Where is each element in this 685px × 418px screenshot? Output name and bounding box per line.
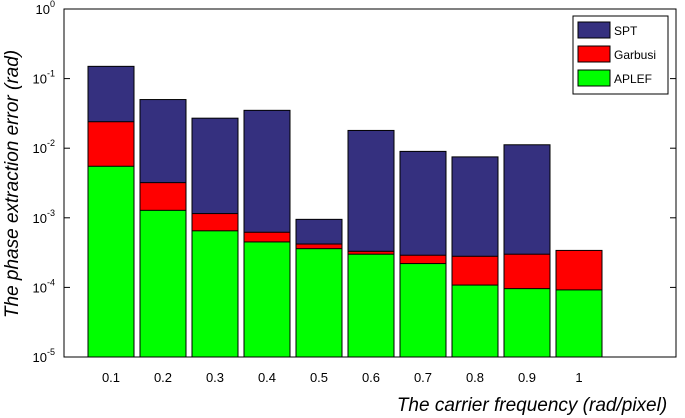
legend-label-aplef: APLEF xyxy=(614,72,652,86)
y-tick-label: 10-2 xyxy=(33,138,55,156)
bars-layer xyxy=(87,65,603,358)
bar-aplef-0.8 xyxy=(451,284,499,358)
bar-aplef-0.3 xyxy=(191,230,239,358)
bar-aplef-0.5 xyxy=(295,248,343,358)
legend-label-garbusi: Garbusi xyxy=(614,48,656,62)
x-tick-label: 0.7 xyxy=(414,370,432,385)
x-axis-title: The carrier frequency (rad/pixel) xyxy=(397,395,667,416)
bar-aplef-0.7 xyxy=(399,263,447,358)
legend: SPT Garbusi APLEF xyxy=(572,15,669,95)
legend-swatch-spt xyxy=(577,21,611,39)
bar-aplef-0.9 xyxy=(503,288,551,358)
plot-frame xyxy=(63,8,677,358)
y-tick-label: 10-5 xyxy=(33,347,55,365)
legend-swatch-aplef xyxy=(577,69,611,87)
x-tick-label: 1 xyxy=(575,370,582,385)
bar-aplef-0.1 xyxy=(87,165,135,358)
x-tick-label: 0.2 xyxy=(154,370,172,385)
x-tick-label: 0.1 xyxy=(102,370,120,385)
x-tick-label: 0.6 xyxy=(362,370,380,385)
x-axis-ticks: 0.1 0.2 0.3 0.4 0.5 0.6 0.7 0.8 0.9 1 xyxy=(102,370,583,385)
bar-aplef-1 xyxy=(555,289,603,358)
y-tick-label: 100 xyxy=(36,0,55,17)
y-tick-label: 10-3 xyxy=(33,208,55,226)
x-tick-label: 0.5 xyxy=(310,370,328,385)
x-tick-label: 0.9 xyxy=(518,370,536,385)
legend-label-spt: SPT xyxy=(614,24,638,38)
bar-aplef-0.2 xyxy=(139,209,187,358)
y-axis-ticks: 10-5 10-4 10-3 10-2 10-1 100 xyxy=(33,0,676,365)
x-tick-label: 0.3 xyxy=(206,370,224,385)
bar-aplef-0.4 xyxy=(243,241,291,358)
y-tick-label: 10-1 xyxy=(33,69,55,87)
y-axis-title: The phase extraction error (rad) xyxy=(2,50,23,318)
y-tick-label: 10-4 xyxy=(33,277,55,295)
bar-aplef-0.6 xyxy=(347,253,395,358)
x-tick-label: 0.4 xyxy=(258,370,276,385)
legend-swatch-garbusi xyxy=(577,45,611,63)
x-tick-label: 0.8 xyxy=(466,370,484,385)
